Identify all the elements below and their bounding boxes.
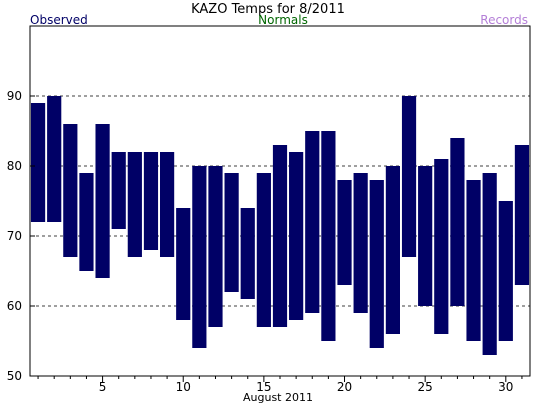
bar-day-19 bbox=[321, 131, 336, 341]
bar-day-14 bbox=[240, 208, 255, 299]
bar-day-17 bbox=[289, 152, 304, 320]
bar-day-23 bbox=[385, 166, 400, 334]
bar-day-10 bbox=[176, 208, 191, 320]
y-tick-label: 70 bbox=[7, 229, 22, 243]
bar-day-31 bbox=[514, 145, 530, 285]
bar-day-3 bbox=[63, 124, 78, 257]
bar-day-4 bbox=[79, 173, 94, 271]
y-axis: 50 60 70 80 90 bbox=[7, 89, 35, 383]
chart-title: KAZO Temps for 8/2011 bbox=[191, 2, 345, 17]
bar-day-16 bbox=[272, 145, 288, 327]
bar-day-8 bbox=[143, 152, 159, 250]
x-tick-label: 20 bbox=[337, 380, 352, 394]
bar-day-5 bbox=[95, 124, 110, 278]
legend-observed: Observed bbox=[30, 13, 88, 27]
bar-day-27 bbox=[450, 138, 465, 306]
x-tick-label: 25 bbox=[418, 380, 433, 394]
y-tick-label: 90 bbox=[7, 89, 22, 103]
x-tick-label: 30 bbox=[498, 380, 513, 394]
bar-day-18 bbox=[305, 131, 320, 313]
legend-normals: Normals bbox=[258, 13, 308, 27]
bar-day-21 bbox=[353, 173, 368, 313]
bar-day-11 bbox=[192, 166, 207, 348]
bar-day-25 bbox=[418, 166, 433, 306]
bar-day-29 bbox=[482, 173, 497, 355]
bar-day-15 bbox=[256, 173, 271, 327]
bar-day-24 bbox=[401, 96, 417, 257]
y-tick-label: 80 bbox=[7, 159, 22, 173]
bar-day-28 bbox=[466, 180, 481, 341]
bar-day-2 bbox=[47, 96, 62, 222]
x-axis-label: August 2011 bbox=[243, 391, 313, 404]
bar-day-12 bbox=[208, 166, 223, 327]
y-tick-label: 60 bbox=[7, 299, 22, 313]
bars bbox=[30, 96, 530, 355]
x-tick-label: 15 bbox=[256, 380, 271, 394]
y-tick-label: 50 bbox=[7, 369, 22, 383]
x-tick-label: 10 bbox=[176, 380, 191, 394]
bar-day-1 bbox=[30, 103, 46, 222]
x-axis: 5 10 15 20 25 30 bbox=[37, 376, 523, 394]
bar-day-9 bbox=[160, 152, 175, 257]
bar-day-6 bbox=[111, 152, 126, 229]
legend-records: Records bbox=[480, 13, 528, 27]
x-tick-label: 5 bbox=[99, 380, 107, 394]
bar-day-22 bbox=[369, 180, 384, 348]
bar-day-13 bbox=[224, 173, 239, 292]
bar-day-7 bbox=[127, 152, 142, 257]
bar-day-20 bbox=[337, 180, 352, 285]
bar-day-26 bbox=[434, 159, 449, 334]
bar-day-30 bbox=[498, 201, 513, 341]
